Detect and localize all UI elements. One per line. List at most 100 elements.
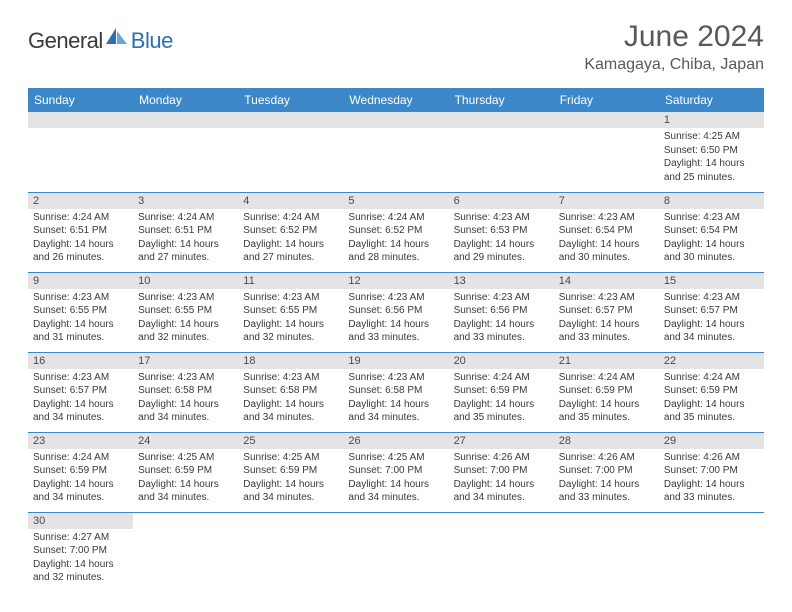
day-number: 16: [28, 353, 133, 369]
day-details: Sunrise: 4:25 AMSunset: 7:00 PMDaylight:…: [343, 449, 448, 509]
header: General Blue June 2024 Kamagaya, Chiba, …: [28, 20, 764, 74]
calendar-week-row: 1Sunrise: 4:25 AMSunset: 6:50 PMDaylight…: [28, 112, 764, 192]
title-block: June 2024 Kamagaya, Chiba, Japan: [584, 20, 764, 74]
day-number: 28: [554, 433, 659, 449]
calendar-page: General Blue June 2024 Kamagaya, Chiba, …: [0, 0, 792, 612]
day-details: Sunrise: 4:24 AMSunset: 6:52 PMDaylight:…: [238, 209, 343, 269]
calendar-cell: 25Sunrise: 4:25 AMSunset: 6:59 PMDayligh…: [238, 432, 343, 512]
calendar-cell: 7Sunrise: 4:23 AMSunset: 6:54 PMDaylight…: [554, 192, 659, 272]
weekday-header: Tuesday: [238, 88, 343, 112]
day-details: Sunrise: 4:26 AMSunset: 7:00 PMDaylight:…: [449, 449, 554, 509]
sail-icon: [106, 28, 128, 46]
brand-logo: General Blue: [28, 20, 173, 54]
calendar-cell: [133, 112, 238, 192]
day-number: 27: [449, 433, 554, 449]
day-details: Sunrise: 4:23 AMSunset: 6:58 PMDaylight:…: [343, 369, 448, 429]
calendar-cell: 20Sunrise: 4:24 AMSunset: 6:59 PMDayligh…: [449, 352, 554, 432]
calendar-cell: 21Sunrise: 4:24 AMSunset: 6:59 PMDayligh…: [554, 352, 659, 432]
day-details: Sunrise: 4:23 AMSunset: 6:55 PMDaylight:…: [238, 289, 343, 349]
brand-part1: General: [28, 28, 103, 54]
day-details: Sunrise: 4:23 AMSunset: 6:58 PMDaylight:…: [133, 369, 238, 429]
day-details: Sunrise: 4:23 AMSunset: 6:54 PMDaylight:…: [659, 209, 764, 269]
calendar-cell: 1Sunrise: 4:25 AMSunset: 6:50 PMDaylight…: [659, 112, 764, 192]
month-title: June 2024: [584, 20, 764, 54]
day-details: Sunrise: 4:24 AMSunset: 6:51 PMDaylight:…: [133, 209, 238, 269]
calendar-cell: [28, 112, 133, 192]
day-details: Sunrise: 4:23 AMSunset: 6:54 PMDaylight:…: [554, 209, 659, 269]
calendar-cell: [343, 112, 448, 192]
day-number: 7: [554, 193, 659, 209]
day-number-empty: [554, 112, 659, 128]
weekday-header-row: SundayMondayTuesdayWednesdayThursdayFrid…: [28, 88, 764, 112]
day-number: 21: [554, 353, 659, 369]
calendar-cell: 22Sunrise: 4:24 AMSunset: 6:59 PMDayligh…: [659, 352, 764, 432]
day-details: Sunrise: 4:24 AMSunset: 6:51 PMDaylight:…: [28, 209, 133, 269]
calendar-cell: [554, 512, 659, 592]
day-number: 19: [343, 353, 448, 369]
calendar-cell: 16Sunrise: 4:23 AMSunset: 6:57 PMDayligh…: [28, 352, 133, 432]
day-details: Sunrise: 4:27 AMSunset: 7:00 PMDaylight:…: [28, 529, 133, 589]
calendar-cell: 13Sunrise: 4:23 AMSunset: 6:56 PMDayligh…: [449, 272, 554, 352]
calendar-cell: [133, 512, 238, 592]
day-details: Sunrise: 4:23 AMSunset: 6:55 PMDaylight:…: [28, 289, 133, 349]
day-number: 3: [133, 193, 238, 209]
day-number: 29: [659, 433, 764, 449]
calendar-cell: 4Sunrise: 4:24 AMSunset: 6:52 PMDaylight…: [238, 192, 343, 272]
calendar-cell: [449, 112, 554, 192]
day-number-empty: [238, 112, 343, 128]
day-number: 4: [238, 193, 343, 209]
day-details: Sunrise: 4:23 AMSunset: 6:57 PMDaylight:…: [659, 289, 764, 349]
day-number: 12: [343, 273, 448, 289]
weekday-header: Sunday: [28, 88, 133, 112]
day-number: 14: [554, 273, 659, 289]
calendar-grid: SundayMondayTuesdayWednesdayThursdayFrid…: [28, 88, 764, 592]
calendar-cell: 2Sunrise: 4:24 AMSunset: 6:51 PMDaylight…: [28, 192, 133, 272]
calendar-cell: 6Sunrise: 4:23 AMSunset: 6:53 PMDaylight…: [449, 192, 554, 272]
day-number-empty: [28, 112, 133, 128]
day-details: Sunrise: 4:25 AMSunset: 6:59 PMDaylight:…: [238, 449, 343, 509]
day-number: 24: [133, 433, 238, 449]
calendar-cell: 18Sunrise: 4:23 AMSunset: 6:58 PMDayligh…: [238, 352, 343, 432]
calendar-cell: [238, 112, 343, 192]
calendar-week-row: 30Sunrise: 4:27 AMSunset: 7:00 PMDayligh…: [28, 512, 764, 592]
calendar-cell: 12Sunrise: 4:23 AMSunset: 6:56 PMDayligh…: [343, 272, 448, 352]
calendar-week-row: 16Sunrise: 4:23 AMSunset: 6:57 PMDayligh…: [28, 352, 764, 432]
day-details: Sunrise: 4:24 AMSunset: 6:59 PMDaylight:…: [449, 369, 554, 429]
calendar-cell: 17Sunrise: 4:23 AMSunset: 6:58 PMDayligh…: [133, 352, 238, 432]
day-details: Sunrise: 4:24 AMSunset: 6:59 PMDaylight:…: [554, 369, 659, 429]
calendar-cell: [449, 512, 554, 592]
day-details: Sunrise: 4:26 AMSunset: 7:00 PMDaylight:…: [659, 449, 764, 509]
calendar-cell: 14Sunrise: 4:23 AMSunset: 6:57 PMDayligh…: [554, 272, 659, 352]
day-number: 25: [238, 433, 343, 449]
day-details: Sunrise: 4:23 AMSunset: 6:57 PMDaylight:…: [554, 289, 659, 349]
day-number-empty: [133, 112, 238, 128]
calendar-cell: 10Sunrise: 4:23 AMSunset: 6:55 PMDayligh…: [133, 272, 238, 352]
day-details: Sunrise: 4:24 AMSunset: 6:59 PMDaylight:…: [659, 369, 764, 429]
calendar-cell: 28Sunrise: 4:26 AMSunset: 7:00 PMDayligh…: [554, 432, 659, 512]
calendar-body: 1Sunrise: 4:25 AMSunset: 6:50 PMDaylight…: [28, 112, 764, 592]
day-number: 13: [449, 273, 554, 289]
day-details: Sunrise: 4:23 AMSunset: 6:56 PMDaylight:…: [343, 289, 448, 349]
calendar-cell: 29Sunrise: 4:26 AMSunset: 7:00 PMDayligh…: [659, 432, 764, 512]
brand-part2: Blue: [131, 28, 173, 54]
calendar-cell: 15Sunrise: 4:23 AMSunset: 6:57 PMDayligh…: [659, 272, 764, 352]
calendar-cell: 5Sunrise: 4:24 AMSunset: 6:52 PMDaylight…: [343, 192, 448, 272]
calendar-cell: [343, 512, 448, 592]
day-number: 18: [238, 353, 343, 369]
calendar-week-row: 9Sunrise: 4:23 AMSunset: 6:55 PMDaylight…: [28, 272, 764, 352]
calendar-week-row: 2Sunrise: 4:24 AMSunset: 6:51 PMDaylight…: [28, 192, 764, 272]
calendar-cell: 11Sunrise: 4:23 AMSunset: 6:55 PMDayligh…: [238, 272, 343, 352]
calendar-cell: 24Sunrise: 4:25 AMSunset: 6:59 PMDayligh…: [133, 432, 238, 512]
day-number: 10: [133, 273, 238, 289]
day-number-empty: [343, 112, 448, 128]
calendar-cell: 26Sunrise: 4:25 AMSunset: 7:00 PMDayligh…: [343, 432, 448, 512]
calendar-cell: 30Sunrise: 4:27 AMSunset: 7:00 PMDayligh…: [28, 512, 133, 592]
day-number: 6: [449, 193, 554, 209]
weekday-header: Saturday: [659, 88, 764, 112]
calendar-week-row: 23Sunrise: 4:24 AMSunset: 6:59 PMDayligh…: [28, 432, 764, 512]
day-number: 9: [28, 273, 133, 289]
day-number: 26: [343, 433, 448, 449]
day-number: 1: [659, 112, 764, 128]
day-number: 23: [28, 433, 133, 449]
weekday-header: Friday: [554, 88, 659, 112]
